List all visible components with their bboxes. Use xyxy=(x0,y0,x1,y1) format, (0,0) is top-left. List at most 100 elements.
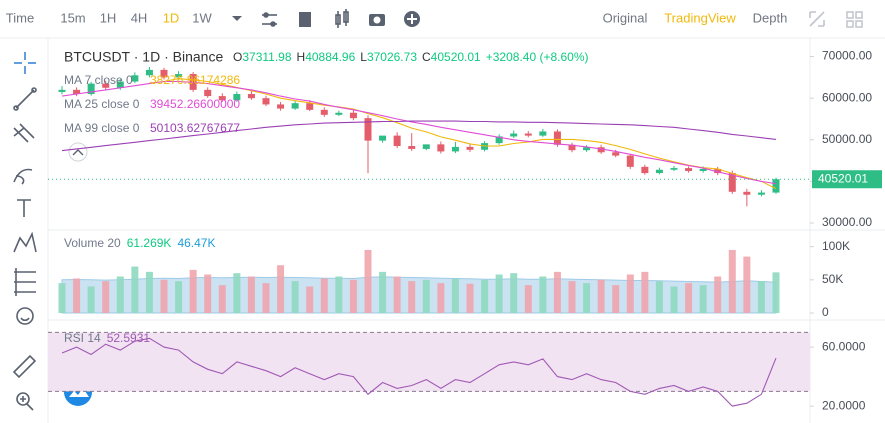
candle-body xyxy=(160,69,168,78)
volume-bar xyxy=(306,286,314,313)
interval-button[interactable]: 1H xyxy=(100,10,117,25)
layout-icon[interactable] xyxy=(846,11,863,28)
volume-bar xyxy=(568,281,576,313)
zoom-icon[interactable] xyxy=(16,392,34,411)
pattern-icon[interactable] xyxy=(13,231,37,253)
candle-body xyxy=(714,168,722,174)
volume-ma-area xyxy=(61,276,777,314)
view-button[interactable]: Depth xyxy=(753,10,788,25)
volume-bar xyxy=(714,276,722,313)
legend-text: 46.47K xyxy=(177,236,215,250)
brush-icon[interactable] xyxy=(13,168,33,185)
candle-body xyxy=(233,94,241,101)
volume-bar xyxy=(553,271,561,313)
interval-button[interactable]: Time xyxy=(6,10,34,25)
dropdown-icon[interactable] xyxy=(232,16,242,21)
legend-text: RSI 14 xyxy=(64,331,101,345)
volume-bar xyxy=(655,281,663,313)
y-tick-label: 30000.00 xyxy=(822,215,872,229)
legend-text: 61.269K xyxy=(127,236,172,250)
interval-button[interactable]: 15m xyxy=(60,10,85,25)
volume-bar xyxy=(277,265,285,313)
candle-body xyxy=(772,179,780,193)
volume-bar xyxy=(131,266,139,313)
y-tick-label: 0 xyxy=(822,305,829,319)
last-price-label: 40520.01 xyxy=(818,171,868,185)
fib-icon[interactable] xyxy=(14,268,36,296)
candle-body xyxy=(58,89,66,92)
candle-body xyxy=(612,152,620,156)
chart-title: BTCUSDT · 1D · Binance xyxy=(64,49,223,65)
rsi-line xyxy=(61,337,777,407)
view-button[interactable]: Original xyxy=(603,10,648,25)
y-tick-label: 60000.00 xyxy=(822,90,872,104)
volume-bar xyxy=(685,283,693,313)
volume-bar xyxy=(87,286,95,313)
add-icon[interactable] xyxy=(404,11,420,27)
volume-bar xyxy=(349,279,357,313)
candle-body xyxy=(553,131,561,145)
candle-body xyxy=(670,168,678,170)
candle-body xyxy=(73,89,81,95)
volume-bar xyxy=(58,283,66,313)
ma-line xyxy=(61,120,777,152)
candle-body xyxy=(597,147,605,153)
candle-body xyxy=(583,147,591,151)
volume-bar xyxy=(320,278,328,313)
interval-button[interactable]: 1W xyxy=(192,10,212,25)
volume-bar xyxy=(364,249,372,313)
candle-body xyxy=(175,74,183,78)
legend-text: Volume 20 xyxy=(64,236,121,250)
interval-button[interactable]: 4H xyxy=(131,10,148,25)
legend-text: 40520.01 xyxy=(431,50,481,64)
candle-body xyxy=(87,83,95,95)
ma-legend-value: 39452.26600000 xyxy=(150,97,240,111)
candle-body xyxy=(495,136,503,144)
volume-bar xyxy=(73,278,81,313)
volume-bar xyxy=(641,271,649,313)
candle-icon[interactable] xyxy=(335,9,349,28)
fullscreen-icon[interactable] xyxy=(809,11,825,27)
volume-bar xyxy=(291,281,299,313)
y-tick-label: 50000.00 xyxy=(822,132,872,146)
volume-bar xyxy=(116,276,124,313)
ma-legend-value: 50103.62767677 xyxy=(150,121,240,135)
interval-button[interactable]: 1D xyxy=(163,10,180,25)
volume-bar xyxy=(539,276,547,313)
legend-text: C xyxy=(422,50,431,64)
indicator-icon[interactable] xyxy=(299,12,311,27)
crosshair-icon[interactable] xyxy=(14,52,36,74)
trendline-icon[interactable] xyxy=(13,87,37,111)
collapse-button[interactable] xyxy=(68,142,88,162)
text-icon[interactable] xyxy=(17,199,31,217)
candle-body xyxy=(204,89,212,97)
legend-text: 37311.98 xyxy=(242,50,291,64)
legend-text: L xyxy=(360,50,367,64)
volume-bar xyxy=(772,272,780,313)
candle-body xyxy=(335,112,343,115)
volume-bar xyxy=(160,279,168,313)
volume-bar xyxy=(481,279,489,313)
candle-body xyxy=(364,118,372,141)
candle-body xyxy=(320,109,328,115)
volume-bar xyxy=(626,274,634,313)
view-button[interactable]: TradingView xyxy=(664,10,736,25)
volume-bar xyxy=(728,249,736,313)
volume-bar xyxy=(408,281,416,313)
settings-icon[interactable] xyxy=(262,12,277,27)
channel-icon[interactable] xyxy=(13,123,35,143)
y-tick-label: 50K xyxy=(822,272,843,286)
candle-body xyxy=(408,146,416,149)
legend-text: 40884.96 xyxy=(305,50,355,64)
emoji-icon[interactable] xyxy=(16,307,34,325)
legend-text: H xyxy=(297,50,306,64)
volume-bar xyxy=(743,256,751,313)
volume-bar xyxy=(451,278,459,313)
candle-body xyxy=(262,98,270,105)
camera-icon[interactable] xyxy=(369,14,385,26)
legend-text: 52.5931 xyxy=(107,331,151,345)
ruler-icon[interactable] xyxy=(12,354,37,379)
volume-bar xyxy=(597,279,605,313)
volume-bar xyxy=(189,269,197,313)
